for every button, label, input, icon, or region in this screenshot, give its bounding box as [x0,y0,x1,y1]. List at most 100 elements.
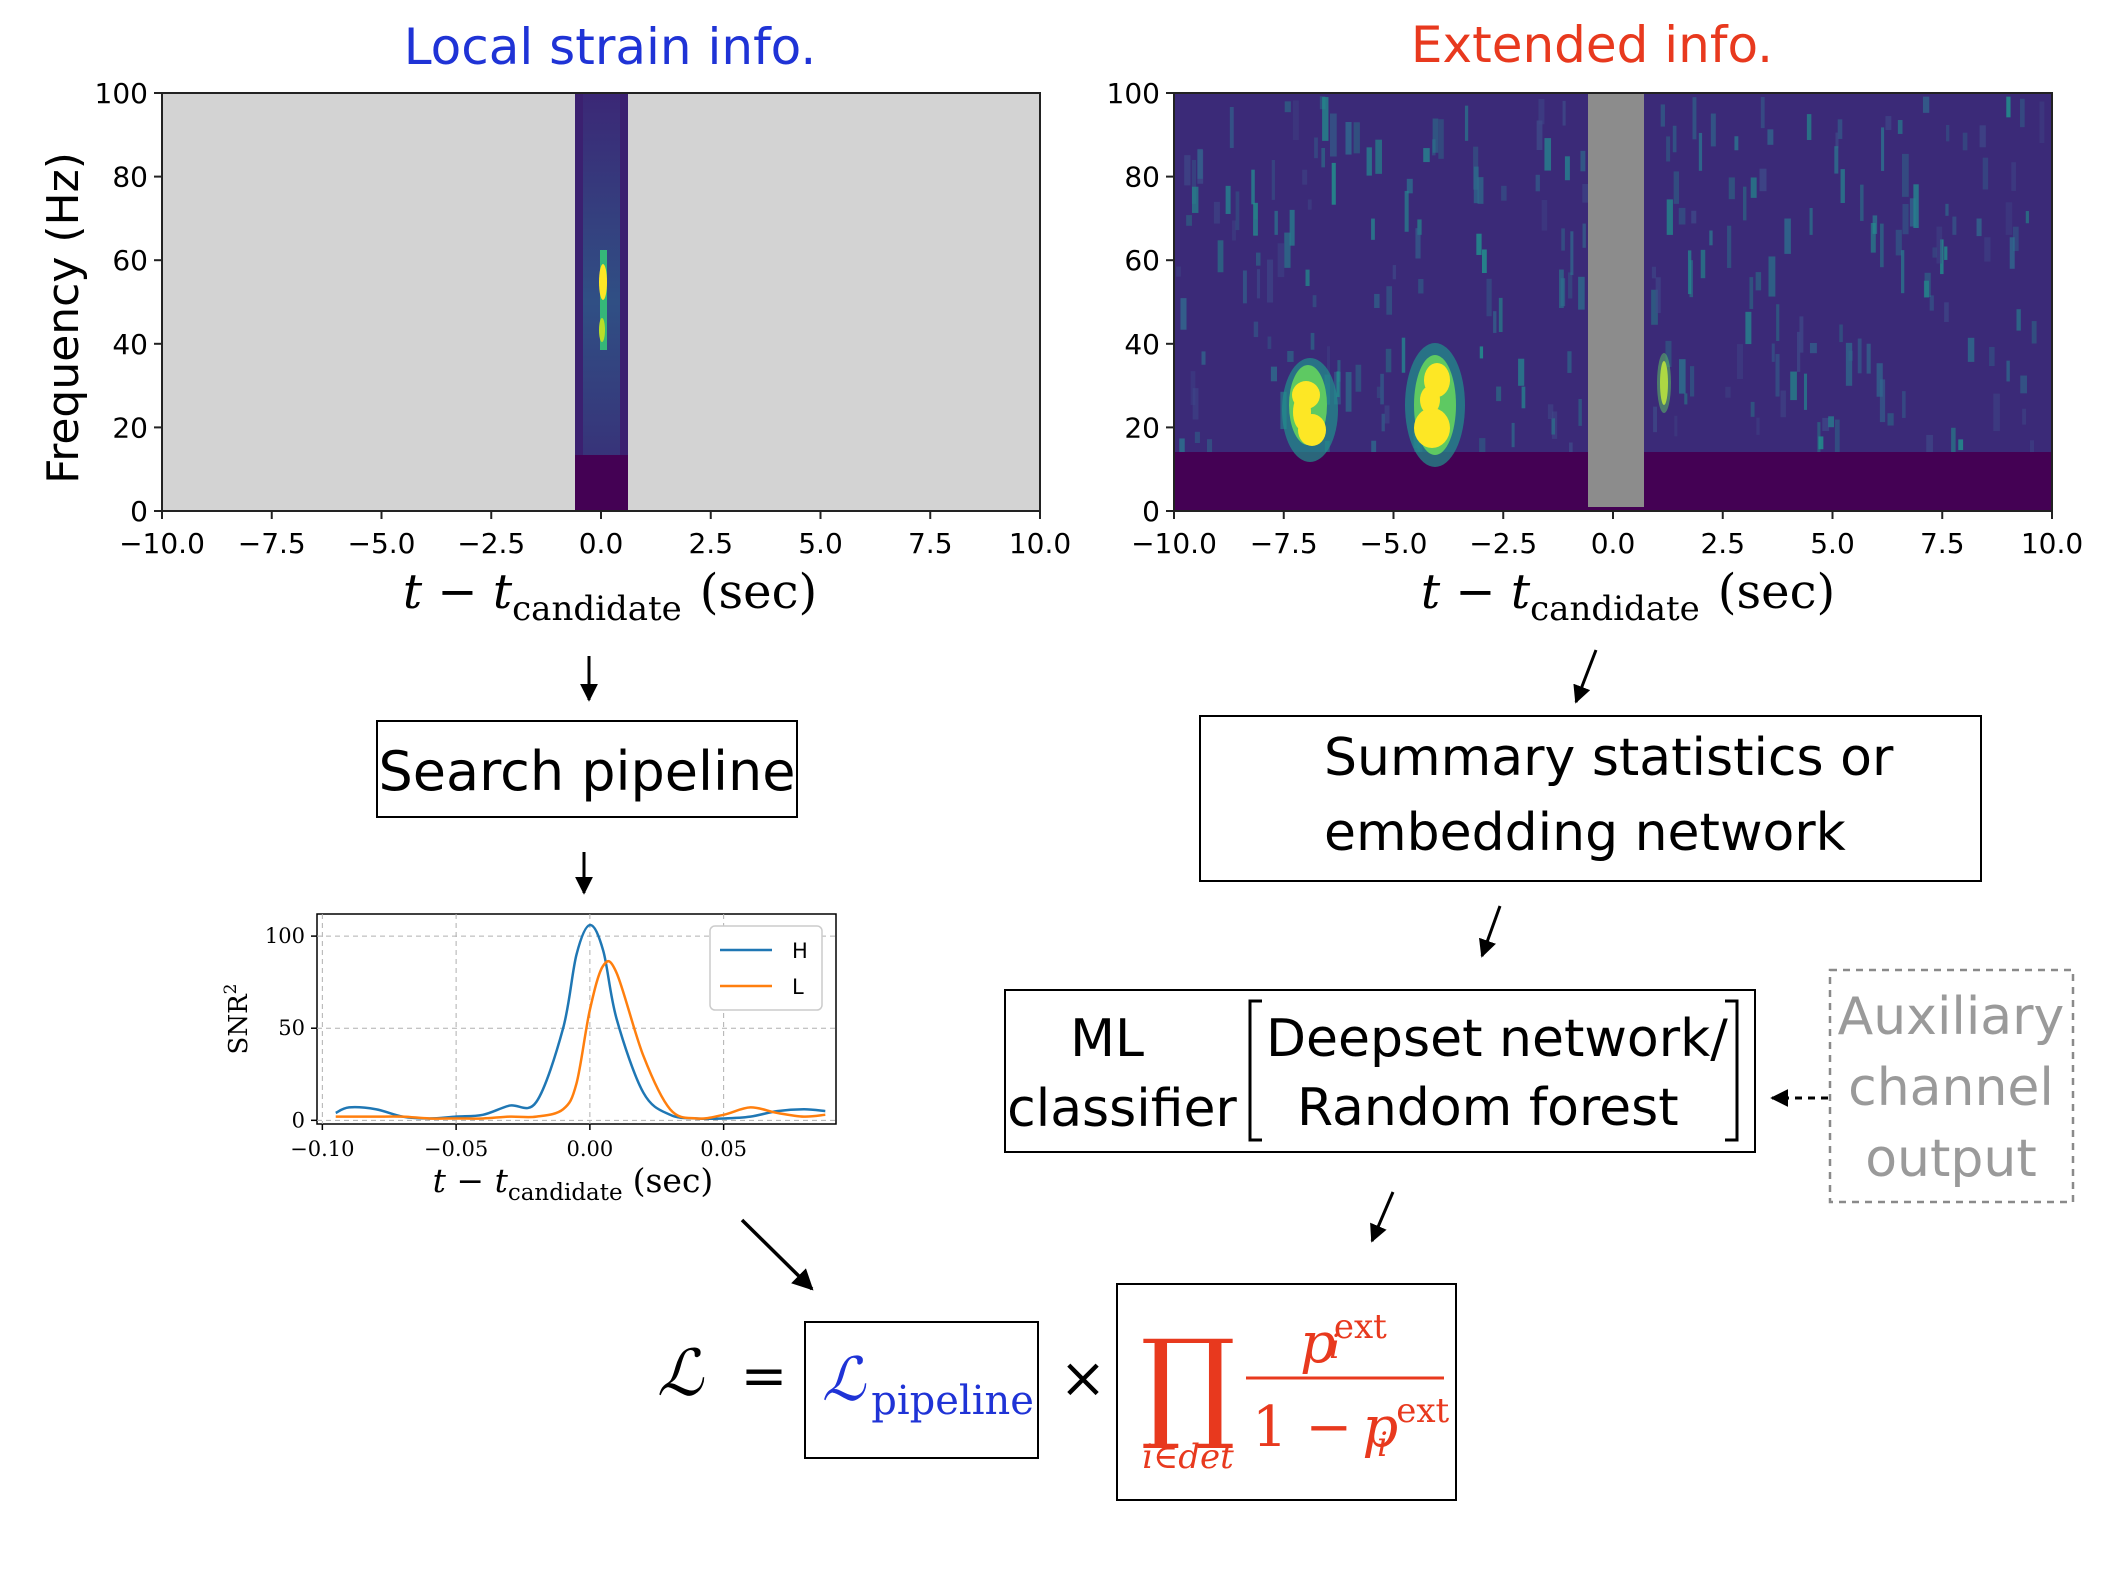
extended-yticks: 0 20 40 60 80 100 [1107,77,1174,528]
snr-ylabel: SNR2 [221,984,254,1055]
noise-streak [1674,415,1678,437]
noise-streak [2005,202,2013,235]
noise-streak [1331,162,1336,205]
noise-streak [1401,337,1406,373]
extended-time-axis-label: t − tcandidate (sec) [1421,564,1835,629]
noise-streak [1666,136,1671,162]
extended-xtick-label: 10.0 [2021,527,2083,560]
extended-ytick-label: 40 [1124,328,1160,361]
noise-streak [1982,157,1989,190]
extended-xtick-label: −5.0 [1360,527,1428,560]
noise-streak [1366,147,1372,176]
noise-streak [1271,159,1275,200]
noise-streak [2039,101,2045,144]
noise-streak [1578,276,1585,310]
noise-streak [1191,159,1197,204]
noise-streak [1406,178,1413,194]
noise-streak [1684,393,1688,405]
snr-xtick-label: 0.05 [700,1137,747,1161]
noise-streak [1486,278,1492,317]
noise-streak [1885,116,1892,131]
extended-ytick-label: 20 [1124,411,1160,444]
noise-streak [1922,96,1930,113]
noise-streak [1902,204,1909,235]
legend-label-h: H [792,939,808,963]
noise-streak [1796,331,1801,372]
noise-streak [1745,311,1752,345]
noise-streak [1879,379,1886,423]
noise-streak [1651,289,1658,325]
noise-streak [2016,309,2021,331]
noise-streak [1840,169,1845,204]
noise-streak [1305,269,1310,287]
product-symbol: ∏ [1140,1315,1236,1454]
noise-streak [1901,153,1909,197]
noise-streak [1881,127,1885,171]
extended-xtick-label: 0.0 [1591,527,1636,560]
snr-chart: −0.10 −0.05 0.00 0.05 0 50 100 H L SNR2 t − tc… [221,913,837,1206]
noise-streak [1967,337,1975,362]
noise-streak [1809,342,1817,354]
extended-xtick-label: 7.5 [1920,527,1965,560]
noise-streak [2011,162,2016,191]
extended-xtick-label: 2.5 [1700,527,1745,560]
noise-streak [1551,418,1556,435]
noise-streak [1692,97,1697,140]
noise-streak [1760,97,1765,129]
noise-streak [1536,120,1543,151]
noise-streak [1993,393,2000,432]
noise-streak [1750,177,1757,198]
auxiliary-line2: channel [1848,1058,2054,1118]
extended-masked-window [1588,93,1644,507]
noise-streak [1710,113,1716,147]
denominator-index: i [1377,1425,1388,1465]
noise-streak [1184,155,1191,186]
noise-streak [1535,174,1540,192]
noise-streak [1818,436,1824,450]
product-term: ∏ i∈det pext i 1 − pext i [1140,1307,1449,1477]
noise-streak [1989,346,1995,367]
noise-streak [1404,190,1409,232]
arrow-to-summary-statistics [1573,649,1598,704]
noise-streak [1511,422,1515,448]
noise-streak [1736,344,1744,380]
noise-streak [1423,148,1430,163]
noise-streak [1946,125,1950,142]
noise-streak [1870,222,1876,253]
noise-streak [1945,203,1949,216]
local-xtick-label: 2.5 [688,527,733,560]
noise-streak [1217,240,1224,273]
local-xtick-label: −5.0 [348,527,416,560]
noise-streak [1518,358,1525,386]
noise-streak [1418,279,1424,294]
local-ytick-label: 0 [130,495,148,528]
snr-xtick-label: −0.10 [290,1137,354,1161]
noise-streak [1848,350,1853,361]
local-ytick-label: 80 [112,161,148,194]
noise-streak [1962,132,1968,151]
noise-streak [1292,100,1299,140]
local-spectrogram-masked-left [162,93,575,511]
noise-streak [1666,199,1673,235]
extended-ytick-label: 60 [1124,244,1160,277]
noise-streak [1897,120,1903,134]
noise-streak [1438,119,1444,159]
noise-streak [1665,340,1672,367]
noise-streak [2031,321,2037,344]
ml-classifier-box [1004,989,1756,1153]
noise-streak [1242,270,1247,304]
noise-streak [1728,177,1735,200]
noise-streak [1834,419,1840,459]
noise-streak [1709,230,1713,246]
noise-streak [1314,137,1318,159]
noise-streak [1725,386,1731,398]
snr-xtick-label: 0.00 [566,1137,613,1161]
local-strain-title: Local strain info. [404,18,817,76]
noise-streak [1547,404,1554,420]
noise-streak [1979,125,1986,148]
auxiliary-line1: Auxiliary [1838,987,2065,1047]
noise-streak [1776,304,1780,342]
noise-streak [1432,139,1436,156]
noise-streak [1944,246,1948,260]
